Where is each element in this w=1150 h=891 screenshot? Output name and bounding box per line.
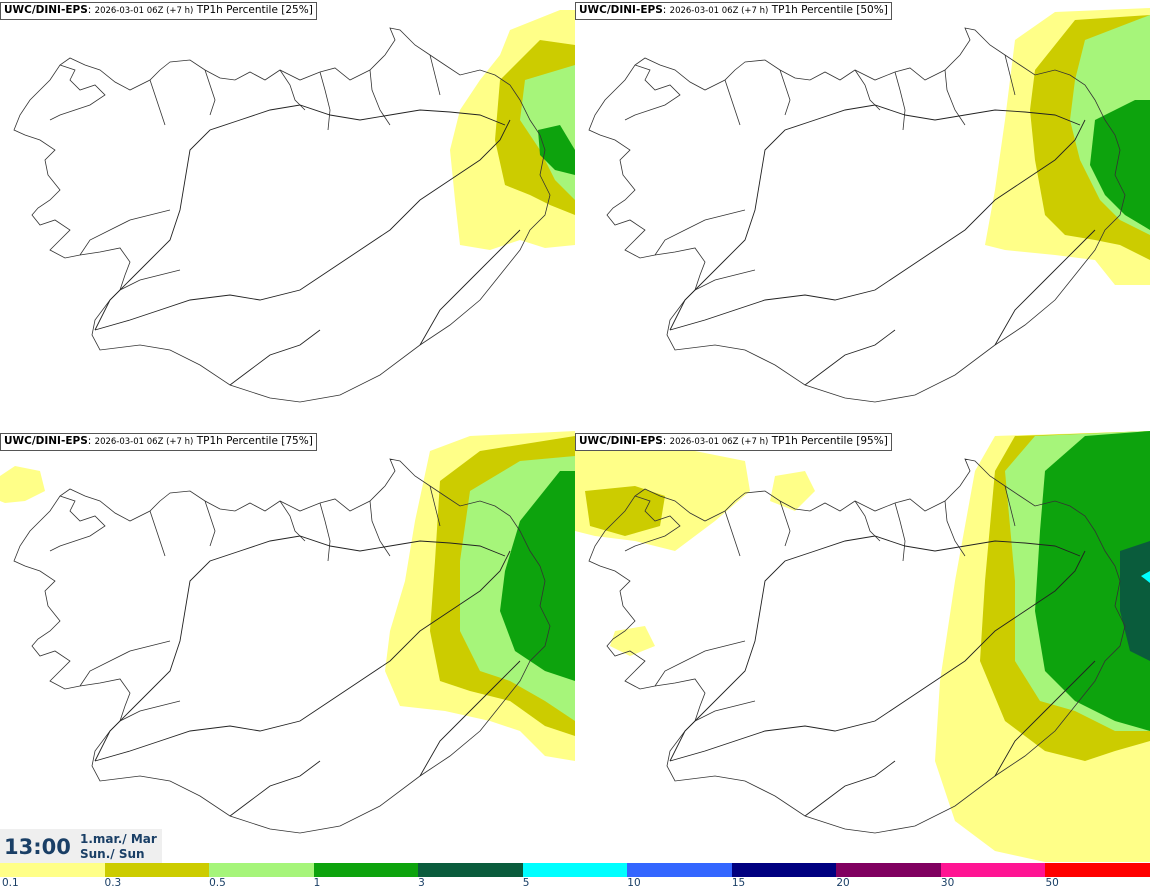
- legend-tick-label: 0.3: [104, 877, 122, 889]
- title-source: UWC/DINI-EPS: [4, 435, 88, 447]
- title-run: 2026-03-01 06Z (+7 h): [669, 437, 769, 447]
- valid-time-box: 13:00 1.mar./ Mar Sun./ Sun: [0, 829, 162, 863]
- title-run: 2026-03-01 06Z (+7 h): [94, 6, 194, 16]
- legend-swatch: [313, 863, 419, 877]
- legend-swatch: [836, 863, 941, 877]
- legend-tick-label: 20: [836, 877, 850, 889]
- precip-map: [0, 431, 575, 834]
- title-field: TP1h Percentile [75%]: [196, 435, 313, 447]
- valid-time: 13:00: [4, 835, 71, 859]
- legend-swatch: [418, 863, 523, 877]
- panel-title: UWC/DINI-EPS: 2026-03-01 06Z (+7 h) TP1h…: [575, 2, 892, 20]
- map-panel-p50[interactable]: UWC/DINI-EPS: 2026-03-01 06Z (+7 h) TP1h…: [575, 0, 1150, 431]
- precip-map: [13, 10, 575, 403]
- legend-tick-label: 10: [627, 877, 641, 889]
- map-panel-p25[interactable]: UWC/DINI-EPS: 2026-03-01 06Z (+7 h) TP1h…: [0, 0, 575, 431]
- valid-date-line2: Sun./ Sun: [80, 847, 145, 861]
- title-run: 2026-03-01 06Z (+7 h): [669, 6, 769, 16]
- title-source: UWC/DINI-EPS: [579, 4, 663, 16]
- legend-tick-label: 5: [522, 877, 530, 889]
- title-run: 2026-03-01 06Z (+7 h): [94, 437, 194, 447]
- color-legend: [0, 863, 1150, 877]
- legend-swatch: [627, 863, 732, 877]
- title-field: TP1h Percentile [50%]: [771, 4, 888, 16]
- legend-swatch: [940, 863, 1046, 877]
- legend-swatch: [731, 863, 837, 877]
- map-panel-p75[interactable]: UWC/DINI-EPS: 2026-03-01 06Z (+7 h) TP1h…: [0, 431, 575, 862]
- legend-tick-label: 50: [1045, 877, 1059, 889]
- panel-title: UWC/DINI-EPS: 2026-03-01 06Z (+7 h) TP1h…: [0, 433, 317, 451]
- legend-swatch: [1045, 863, 1150, 877]
- legend-swatch: [104, 863, 210, 877]
- legend-tick-label: 0.1: [2, 877, 19, 889]
- legend-tick-label: 30: [940, 877, 955, 889]
- title-source: UWC/DINI-EPS: [4, 4, 88, 16]
- precip-map: [588, 8, 1150, 403]
- precip-map: [575, 431, 1150, 862]
- legend-swatch: [522, 863, 628, 877]
- legend-tick-label: 15: [731, 877, 746, 889]
- legend-ticks: 0.1 0.3 0.5 1 3 5 10 15 20 30 50: [0, 877, 1150, 891]
- legend-tick-label: 0.5: [209, 877, 226, 889]
- title-field: TP1h Percentile [25%]: [196, 4, 313, 16]
- valid-date-line1: 1.mar./ Mar: [80, 832, 157, 846]
- title-field: TP1h Percentile [95%]: [771, 435, 888, 447]
- panel-title: UWC/DINI-EPS: 2026-03-01 06Z (+7 h) TP1h…: [575, 433, 892, 451]
- legend-swatch: [0, 863, 105, 877]
- title-source: UWC/DINI-EPS: [579, 435, 663, 447]
- legend-tick-label: 3: [418, 877, 425, 889]
- panel-title: UWC/DINI-EPS: 2026-03-01 06Z (+7 h) TP1h…: [0, 2, 317, 20]
- legend-swatch: [209, 863, 314, 877]
- map-panel-p95[interactable]: UWC/DINI-EPS: 2026-03-01 06Z (+7 h) TP1h…: [575, 431, 1150, 862]
- legend-tick-label: 1: [313, 877, 321, 889]
